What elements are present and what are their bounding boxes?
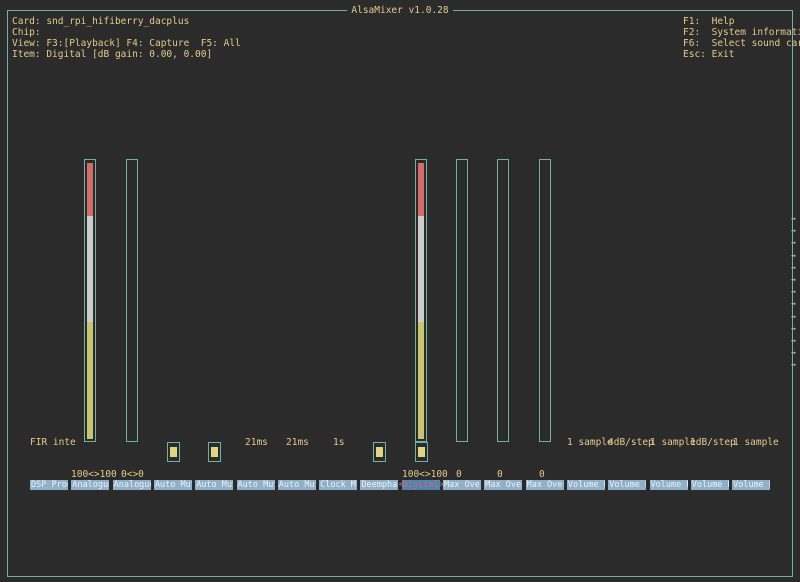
control-name[interactable]: Deemphas xyxy=(360,480,399,490)
scroll-arrow-icon: → xyxy=(791,275,796,285)
switch-state xyxy=(211,447,219,457)
sysinfo-key[interactable]: F2: System information xyxy=(683,27,800,38)
scroll-arrow-icon: → xyxy=(791,323,796,333)
scroll-arrow-icon: → xyxy=(791,287,796,297)
card-info: Card: snd_rpi_hifiberry_dacplus Chip: View… xyxy=(12,16,241,60)
control-name[interactable]: Max Over xyxy=(525,480,564,490)
volume-bar[interactable] xyxy=(497,159,510,442)
control-value: 0<>0 xyxy=(121,469,144,480)
scroll-arrow-icon: → xyxy=(791,214,796,223)
view-line[interactable]: View: F3:[Playback] F4: Capture F5: All xyxy=(12,38,241,49)
control-name[interactable]: Digital xyxy=(401,480,440,490)
scroll-indicator: → → → → → → → → → → → → → xyxy=(791,213,796,372)
control-top-label: 1 sample xyxy=(733,437,779,448)
scroll-arrow-icon: → xyxy=(791,299,796,309)
level-high-segment xyxy=(87,163,94,216)
scroll-arrow-icon: → xyxy=(791,311,796,321)
scroll-arrow-icon: → xyxy=(791,360,796,370)
level-low-segment xyxy=(87,322,94,439)
chip-line: Chip: xyxy=(12,27,41,38)
control-name[interactable]: Analogue xyxy=(112,480,151,490)
control-name[interactable]: Max Over xyxy=(484,480,523,490)
toggle-switch[interactable] xyxy=(166,442,180,462)
select-card-key[interactable]: F6: Select sound card xyxy=(683,38,800,49)
control-name[interactable]: DSP Prog xyxy=(30,480,68,490)
control-top-label: 21ms xyxy=(286,437,309,448)
control-name[interactable]: Volume R xyxy=(608,480,647,490)
control-top-label: 1 sample xyxy=(567,437,613,448)
volume-bar[interactable] xyxy=(456,159,468,442)
control-name[interactable]: Auto Mut xyxy=(236,480,275,490)
volume-bar[interactable] xyxy=(538,159,551,442)
control-name[interactable]: Volume R xyxy=(732,480,771,490)
control-top-label: 1 sample xyxy=(650,437,696,448)
control-value: 0 xyxy=(497,469,503,480)
control-top-label: 21ms xyxy=(245,437,268,448)
control-top-label: FIR inte xyxy=(30,437,76,448)
card-line: Card: snd_rpi_hifiberry_dacplus xyxy=(12,16,190,27)
control-name[interactable]: Auto Mut xyxy=(153,480,192,490)
control-value: 100<>100 xyxy=(71,469,117,480)
mute-switch[interactable] xyxy=(414,442,428,462)
control-value: 0 xyxy=(456,469,462,480)
toggle-switch[interactable] xyxy=(208,442,222,462)
control-name[interactable]: Volume R xyxy=(690,480,729,490)
level-mid-segment xyxy=(87,216,94,322)
control-name[interactable]: Auto Mut xyxy=(195,480,234,490)
toggle-switch[interactable] xyxy=(373,442,387,462)
control-name[interactable]: Clock M xyxy=(319,480,358,490)
level-mid-segment xyxy=(417,216,424,322)
level-low-segment xyxy=(417,322,424,439)
scroll-arrow-icon: → xyxy=(791,348,796,358)
control-value: 100<>100 xyxy=(402,469,448,480)
selection-left-arrow: < xyxy=(398,480,405,490)
control-name[interactable]: Volume R xyxy=(649,480,688,490)
control-top-label: 4dB/step xyxy=(608,437,654,448)
volume-bar[interactable] xyxy=(125,159,138,442)
volume-bar[interactable] xyxy=(84,159,97,442)
volume-bar[interactable] xyxy=(414,159,427,442)
scroll-arrow-icon: → xyxy=(791,226,796,236)
switch-state xyxy=(169,447,177,457)
control-value: 0 xyxy=(539,469,545,480)
control-name[interactable]: Auto Mut xyxy=(277,480,316,490)
switch-state xyxy=(417,447,425,457)
scroll-arrow-icon: → xyxy=(791,262,796,272)
switch-state xyxy=(376,447,384,457)
control-name[interactable]: Analogue xyxy=(71,480,110,490)
scroll-arrow-icon: → xyxy=(791,336,796,346)
control-name[interactable]: Max Over xyxy=(443,480,481,490)
scroll-arrow-icon: → xyxy=(791,238,796,248)
help-key[interactable]: F1: Help xyxy=(683,16,735,27)
window-title: AlsaMixer v1.0.28 xyxy=(0,5,800,16)
control-top-label: 1dB/step xyxy=(690,437,736,448)
exit-key[interactable]: Esc: Exit xyxy=(683,49,735,60)
level-high-segment xyxy=(417,163,424,216)
control-name[interactable]: Volume R xyxy=(566,480,605,490)
scroll-arrow-icon: → xyxy=(791,250,796,260)
control-top-label: 1s xyxy=(333,437,345,448)
selection-right-arrow: > xyxy=(438,480,445,490)
item-line: Item: Digital [dB gain: 0.00, 0.00] xyxy=(12,49,213,60)
